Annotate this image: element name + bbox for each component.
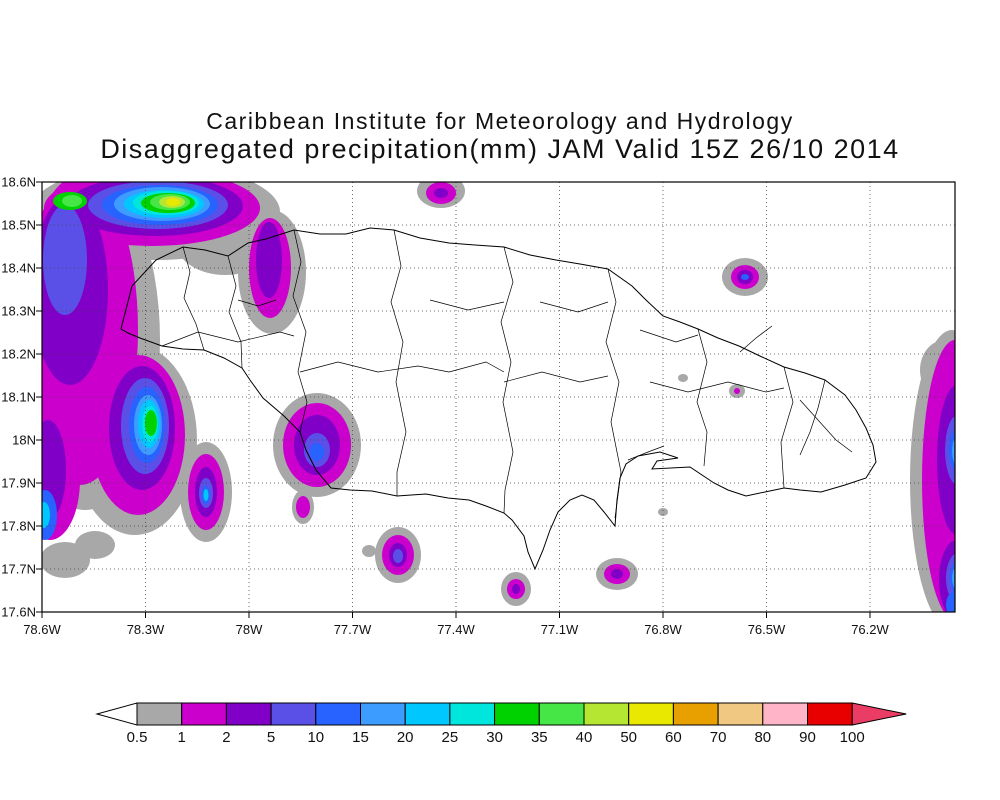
colorbar-label: 25 xyxy=(442,729,459,746)
colorbar-label: 90 xyxy=(799,729,816,746)
colorbar-segment xyxy=(136,702,183,726)
lat-tick-label: 17.6N xyxy=(1,605,36,620)
lat-tick-label: 18N xyxy=(12,433,36,448)
colorbar-segment xyxy=(807,702,853,726)
lat-axis-labels: 18.6N 18.5N 18.4N 18.3N 18.2N 18.1N 18N 17.9N 17… xyxy=(1,175,36,620)
lon-tick-label: 76.5W xyxy=(748,622,786,637)
graticule xyxy=(42,182,955,612)
colorbar-segment xyxy=(583,702,630,726)
colorbar-segment xyxy=(404,702,451,726)
colorbar-right-arrow xyxy=(851,702,907,726)
lon-tick-label: 77.4W xyxy=(437,622,475,637)
parish-boundaries xyxy=(161,229,853,519)
lon-tick-label: 78.6W xyxy=(23,622,61,637)
lat-tick-label: 18.4N xyxy=(1,261,36,276)
lat-tick-label: 18.1N xyxy=(1,390,36,405)
colorbar-label: 1 xyxy=(178,729,186,746)
colorbar-label: 0.5 xyxy=(127,729,148,746)
lat-tick-label: 18.5N xyxy=(1,218,36,233)
colorbar-segment xyxy=(672,702,719,726)
colorbar-label: 70 xyxy=(710,729,727,746)
colorbar-label: 60 xyxy=(665,729,682,746)
lon-tick-label: 78.3W xyxy=(127,622,165,637)
colorbar-segment xyxy=(270,702,317,726)
precipitation-shading xyxy=(42,182,955,612)
lat-tick-label: 18.6N xyxy=(1,175,36,190)
colorbar-label: 20 xyxy=(397,729,414,746)
colorbar-label: 2 xyxy=(222,729,230,746)
colorbar-segment xyxy=(762,702,808,726)
colorbar-segment xyxy=(717,702,764,726)
colorbar-label: 35 xyxy=(531,729,548,746)
colorbar-label: 15 xyxy=(352,729,369,746)
colorbar-segment xyxy=(181,702,227,726)
colorbar-legend: 0.5 1 2 5 10 15 20 25 30 35 40 50 60 70 80 90 100 xyxy=(95,702,907,746)
lon-tick-label: 76.8W xyxy=(644,622,682,637)
colorbar-label: 10 xyxy=(307,729,324,746)
lat-tick-label: 17.8N xyxy=(1,519,36,534)
lon-tick-label: 77.1W xyxy=(541,622,579,637)
colorbar-label: 5 xyxy=(267,729,275,746)
colorbar-label: 50 xyxy=(620,729,637,746)
colorbar-segment xyxy=(315,702,361,726)
lon-tick-label: 76.2W xyxy=(851,622,889,637)
lat-tick-label: 17.9N xyxy=(1,476,36,491)
colorbar-segment xyxy=(494,702,540,726)
colorbar-label: 100 xyxy=(840,729,865,746)
lat-tick-label: 17.7N xyxy=(1,562,36,577)
precip-level-50mm xyxy=(166,198,180,206)
institute-title: Caribbean Institute for Meteorology and … xyxy=(206,108,794,134)
colorbar-segment xyxy=(538,702,585,726)
colorbar-segment xyxy=(449,702,496,726)
lon-tick-label: 78W xyxy=(236,622,263,637)
colorbar-label: 80 xyxy=(754,729,771,746)
lat-tick-label: 18.2N xyxy=(1,347,36,362)
colorbar-label: 40 xyxy=(576,729,593,746)
coastline xyxy=(120,227,877,571)
colorbar-segment xyxy=(628,702,674,726)
colorbar-segment xyxy=(360,702,406,726)
colorbar-left-arrow xyxy=(95,702,138,726)
lon-tick-label: 77.7W xyxy=(334,622,372,637)
lon-axis-labels: 78.6W 78.3W 78W 77.7W 77.4W 77.1W 76.8W 76.5W 76… xyxy=(23,622,889,637)
lat-tick-label: 18.3N xyxy=(1,304,36,319)
axis-ticks xyxy=(36,181,871,618)
plot-title: Disaggregated precipitation(mm) JAM Vali… xyxy=(100,134,900,164)
colorbar-label: 30 xyxy=(486,729,503,746)
colorbar-segment xyxy=(225,702,272,726)
